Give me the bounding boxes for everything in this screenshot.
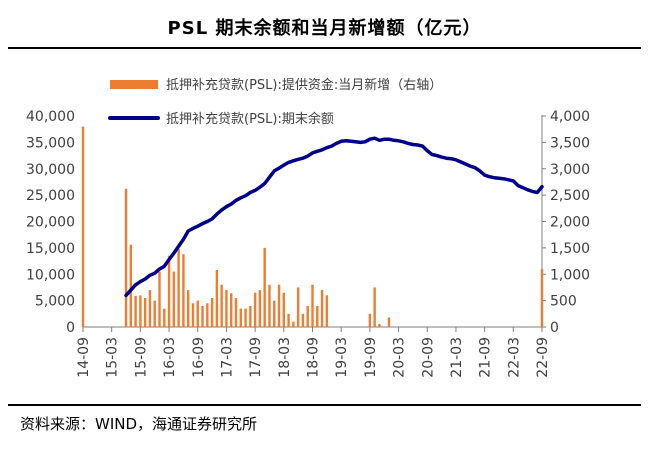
x-axis-tick-label: 19-09 <box>363 337 379 378</box>
bar-series <box>81 126 544 327</box>
bar <box>201 305 204 327</box>
bar <box>306 305 309 327</box>
source-note: 资料来源：WIND，海通证券研究所 <box>20 415 258 433</box>
right-axis-tick-label: 0 <box>550 320 559 336</box>
bar <box>320 290 324 327</box>
bar <box>292 321 295 327</box>
bar <box>273 300 276 327</box>
x-axis-tick-label: 17-03 <box>219 337 235 378</box>
x-axis-tick-label: 20-09 <box>420 337 436 378</box>
bar <box>186 290 190 327</box>
bar <box>234 297 238 327</box>
x-axis-tick-label: 18-09 <box>306 337 322 378</box>
left-axis-tick-label: 15,000 <box>26 241 75 257</box>
left-axis-tick-label: 10,000 <box>26 267 75 283</box>
bar <box>316 305 319 327</box>
right-axis-tick-label: 1,500 <box>550 241 590 257</box>
bar <box>249 305 252 327</box>
right-axis-tick-label: 4,000 <box>550 109 590 125</box>
left-axis-tick-label: 20,000 <box>26 215 75 231</box>
chart-title: PSL 期末余额和当月新增额（亿元） <box>167 18 482 39</box>
bar <box>182 254 185 327</box>
x-axis-tick-label: 19-03 <box>334 337 350 378</box>
bar <box>263 247 266 327</box>
bar <box>268 284 271 327</box>
left-axis-tick-label: 0 <box>66 320 75 336</box>
right-axis-tick-label: 3,500 <box>550 135 590 151</box>
bar <box>301 313 305 327</box>
bar <box>368 313 372 327</box>
x-axis-tick-label: 15-03 <box>105 337 121 378</box>
chart-axes: 0 5,000 10,000 15,000 20,000 25,000 30,000 35,0… <box>26 109 590 378</box>
legend-label-bar: 抵押补充贷款(PSL):提供资金:当月新增（右轴） <box>166 77 442 93</box>
bar <box>210 297 214 327</box>
bar <box>81 126 85 327</box>
bar <box>167 255 171 327</box>
bar <box>143 297 147 327</box>
bar <box>215 270 219 327</box>
x-axis-tick-label: 14-09 <box>76 337 92 378</box>
legend-swatch-bar <box>110 80 158 89</box>
bar <box>230 293 233 327</box>
bar <box>277 284 281 327</box>
right-axis-tick-label: 3,000 <box>550 162 590 178</box>
right-axis-tick-label: 500 <box>550 294 577 310</box>
x-axis-tick-label: 16-03 <box>162 337 178 378</box>
bar <box>134 295 137 327</box>
bar <box>163 308 166 327</box>
x-axis-tick-label: 22-09 <box>535 337 551 378</box>
left-axis-tick-label: 30,000 <box>26 162 75 178</box>
bar <box>296 287 300 327</box>
x-axis-tick-label: 20-03 <box>392 337 408 378</box>
right-axis-tick-label: 2,500 <box>550 188 590 204</box>
bar <box>373 287 376 327</box>
bar <box>225 290 228 327</box>
left-axis-tick-label: 5,000 <box>35 294 75 310</box>
bar <box>239 308 242 327</box>
bar <box>172 271 176 327</box>
bar <box>311 284 314 327</box>
bar <box>287 313 290 327</box>
bar <box>282 292 286 327</box>
balance-line <box>124 136 544 298</box>
bar <box>540 268 544 327</box>
bar <box>206 303 209 327</box>
bar <box>148 290 152 327</box>
right-axis-tick-label: 1,000 <box>550 267 590 283</box>
x-axis-tick-label: 16-09 <box>191 337 207 378</box>
bar <box>153 300 156 327</box>
left-axis-tick-label: 25,000 <box>26 188 75 204</box>
bar <box>139 295 142 327</box>
bar <box>129 244 133 327</box>
x-axis-tick-label: 21-09 <box>478 337 494 378</box>
x-axis-tick-label: 18-03 <box>277 337 293 378</box>
bar <box>325 295 329 327</box>
right-axis-tick-label: 2,000 <box>550 215 590 231</box>
bar <box>220 284 223 327</box>
title-rule <box>8 47 641 49</box>
line-series <box>124 136 544 298</box>
bar <box>191 303 195 327</box>
bar <box>378 323 381 327</box>
bar <box>244 308 247 327</box>
left-axis-tick-label: 35,000 <box>26 135 75 151</box>
legend: 抵押补充贷款(PSL):提供资金:当月新增（右轴） 抵押补充贷款(PSL):期末余… <box>108 77 442 127</box>
x-axis-tick-label: 17-09 <box>248 337 264 378</box>
x-axis-tick-label: 21-03 <box>449 337 465 378</box>
legend-label-line: 抵押补充贷款(PSL):期末余额 <box>166 111 334 127</box>
x-axis-tick-label: 22-03 <box>506 337 522 378</box>
bar <box>124 188 128 327</box>
chart: 0 5,000 10,000 15,000 20,000 25,000 30,000 35,0… <box>26 77 590 378</box>
x-axis-tick-label: 15-09 <box>133 337 149 378</box>
bar <box>196 300 199 327</box>
bar <box>258 290 262 327</box>
bar <box>387 317 391 327</box>
bar <box>177 248 180 327</box>
left-axis-tick-label: 40,000 <box>26 109 75 125</box>
bar <box>158 271 161 327</box>
bar <box>253 292 257 327</box>
source-rule <box>8 404 641 406</box>
